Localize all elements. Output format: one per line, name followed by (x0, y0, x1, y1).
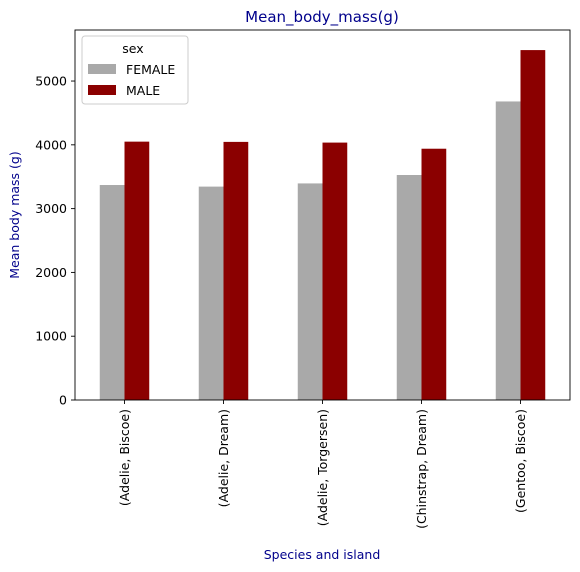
x-tick-label-4: (Gentoo, Biscoe) (513, 409, 528, 513)
y-tick-label-4: 4000 (35, 137, 67, 152)
x-axis: (Adelie, Biscoe) (Adelie, Dream) (Adelie, … (117, 400, 528, 529)
bar-male-3 (421, 148, 447, 400)
bar-male-2 (322, 142, 348, 400)
legend-title: sex (122, 41, 143, 56)
y-tick-label-5: 5000 (35, 74, 67, 89)
legend-label-male: MALE (126, 83, 160, 98)
y-axis-title: Mean body mass (g) (7, 151, 22, 278)
y-axis: 0 1000 2000 3000 4000 5000 (35, 74, 75, 408)
legend-swatch-female (88, 64, 116, 74)
y-tick-label-0: 0 (59, 393, 67, 408)
bar-female-1 (198, 186, 224, 400)
legend: sex FEMALE MALE (81, 35, 189, 105)
y-tick-label-2: 2000 (35, 265, 67, 280)
x-axis-title: Species and island (264, 547, 381, 562)
bar-female-3 (396, 175, 422, 400)
bar-male-4 (520, 50, 546, 401)
legend-swatch-male (88, 85, 116, 95)
x-tick-label-3: (Chinstrap, Dream) (414, 409, 429, 529)
bar-male-0 (124, 141, 150, 400)
chart-title: Mean_body_mass(g) (245, 8, 399, 27)
x-tick-label-1: (Adelie, Dream) (216, 409, 231, 507)
bar-male-1 (223, 141, 249, 400)
bar-female-0 (99, 185, 125, 400)
bars-layer (99, 50, 546, 401)
plot-frame (74, 29, 571, 401)
x-tick-label-2: (Adelie, Torgersen) (315, 409, 330, 526)
bar-female-2 (297, 183, 323, 400)
y-tick-label-3: 3000 (35, 201, 67, 216)
y-tick-label-1: 1000 (35, 329, 67, 344)
x-tick-label-0: (Adelie, Biscoe) (117, 409, 132, 506)
legend-label-female: FEMALE (126, 62, 175, 77)
bar-female-4 (495, 101, 521, 400)
